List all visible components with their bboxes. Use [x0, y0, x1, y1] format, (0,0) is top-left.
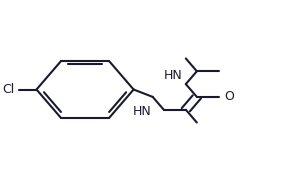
Text: O: O	[224, 90, 234, 103]
Text: HN: HN	[164, 69, 183, 82]
Text: Cl: Cl	[2, 83, 14, 96]
Text: HN: HN	[133, 105, 152, 118]
